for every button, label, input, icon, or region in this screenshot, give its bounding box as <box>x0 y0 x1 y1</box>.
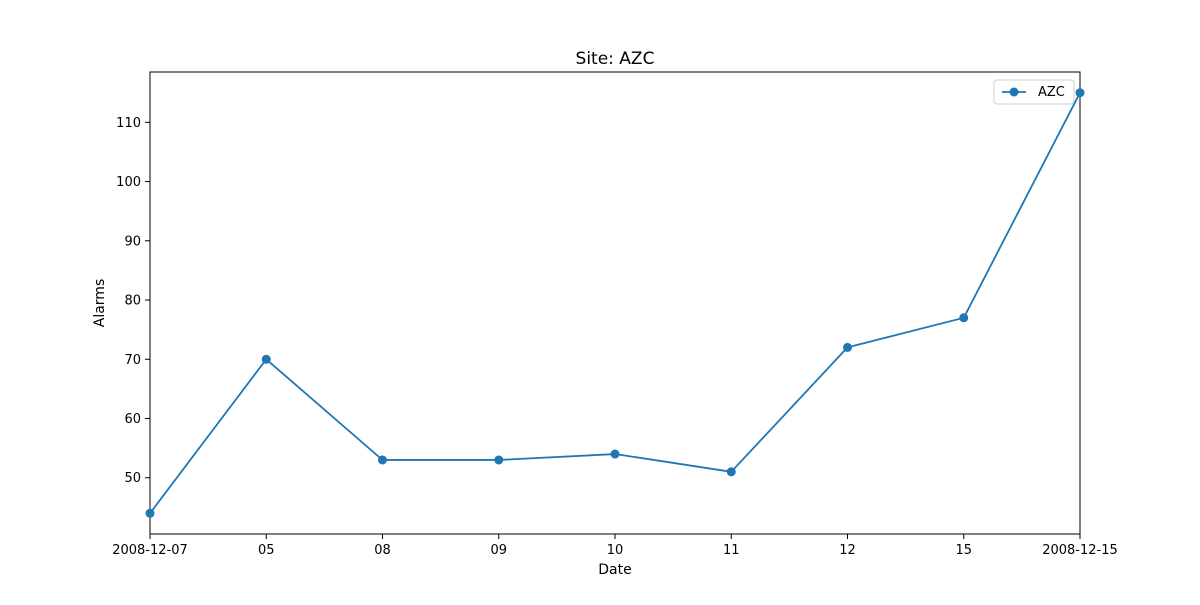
x-tick-label-2: 08 <box>374 543 391 558</box>
y-axis-label: Alarms <box>92 279 108 328</box>
x-tick-label-0: 2008-12-07 <box>112 543 188 558</box>
x-tick-label-1: 05 <box>258 543 275 558</box>
data-point-8 <box>1075 88 1085 98</box>
plot-frame <box>149 71 1081 535</box>
x-axis: 2008-12-07 05 08 09 10 11 12 15 2008-12-15 <box>112 534 1118 558</box>
x-tick-label-4: 10 <box>607 543 624 558</box>
y-tick-label-3: 80 <box>124 294 141 309</box>
y-tick-label-4: 90 <box>124 234 141 249</box>
chart-title: Site: AZC <box>576 49 655 69</box>
legend-label: AZC <box>1038 85 1065 100</box>
x-axis-label: Date <box>598 562 631 578</box>
y-axis: 50 60 70 80 90 100 110 <box>116 116 150 486</box>
data-point-1 <box>261 354 271 364</box>
y-tick-label-6: 110 <box>116 116 141 131</box>
legend-box <box>993 79 1075 105</box>
data-point-4 <box>610 449 620 459</box>
data-point-3 <box>494 455 504 465</box>
x-tick-label-8: 2008-12-15 <box>1042 543 1118 558</box>
data-point-2 <box>378 455 387 465</box>
x-tick-label-6: 12 <box>839 543 856 558</box>
y-tick-label-1: 60 <box>124 412 141 427</box>
series-layer <box>145 88 1085 518</box>
data-point-5 <box>726 467 736 477</box>
x-tick-label-3: 09 <box>490 543 507 558</box>
y-tick-label-5: 100 <box>116 175 141 190</box>
y-tick-label-2: 70 <box>124 353 141 368</box>
x-tick-label-5: 11 <box>723 543 740 558</box>
data-point-6 <box>843 342 852 352</box>
y-tick-label-0: 50 <box>124 471 141 486</box>
data-point-7 <box>959 313 969 323</box>
legend-marker <box>1009 87 1019 97</box>
legend: AZC <box>993 79 1075 105</box>
data-point-0 <box>145 508 155 518</box>
x-tick-label-7: 15 <box>955 543 972 558</box>
